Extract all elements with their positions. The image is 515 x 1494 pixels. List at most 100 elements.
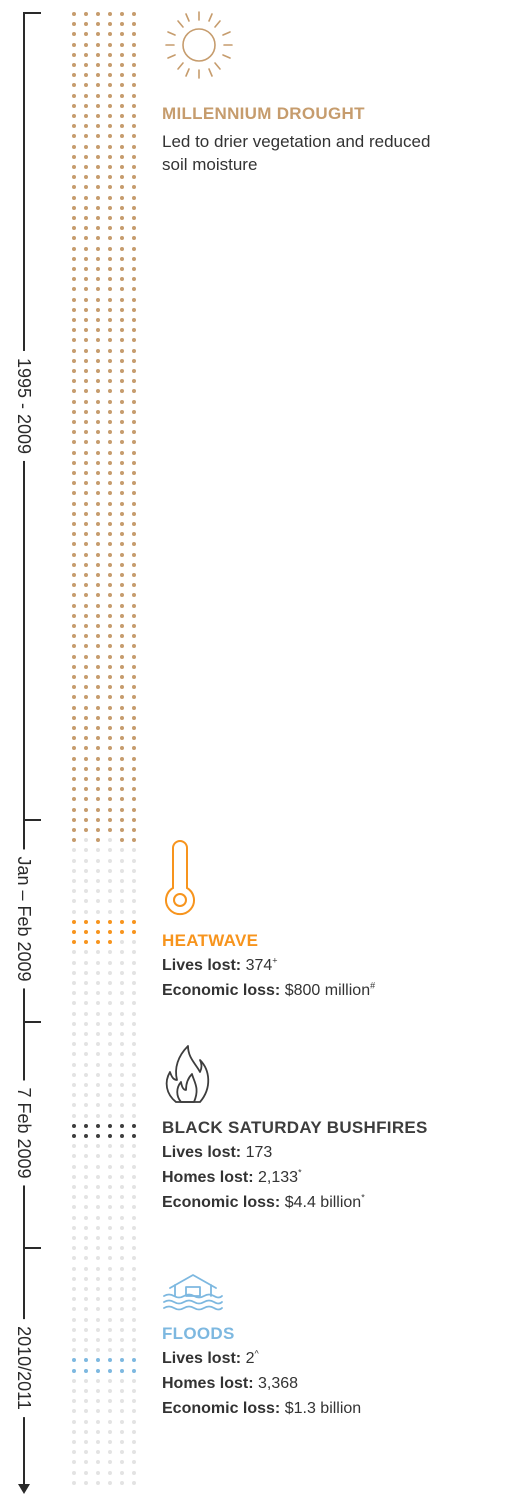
grid-dot (132, 103, 136, 108)
grid-dot (132, 1429, 136, 1434)
grid-dot (108, 1266, 112, 1271)
grid-dot (120, 501, 124, 506)
grid-dot (120, 950, 124, 955)
grid-dot (84, 756, 88, 761)
grid-dot (120, 1154, 124, 1159)
grid-dot (96, 318, 100, 322)
grid-dot (132, 277, 136, 282)
stat-value: 3,368 (258, 1375, 299, 1392)
grid-dot (84, 1429, 88, 1434)
grid-dot (132, 695, 136, 700)
grid-dot (84, 787, 88, 792)
grid-dot (72, 379, 76, 384)
grid-dot (84, 1093, 88, 1098)
event-bushfires: BLACK SATURDAY BUSHFIRES Lives lost: 173… (162, 1042, 428, 1215)
grid-dot (132, 1001, 136, 1006)
grid-dot (96, 919, 100, 924)
grid-dot (72, 1327, 76, 1332)
grid-dot (132, 1103, 136, 1108)
grid-dot (132, 919, 136, 924)
grid-dot (108, 1317, 112, 1322)
grid-dot (108, 654, 112, 659)
grid-dot (120, 705, 124, 710)
grid-dot (120, 1123, 124, 1128)
flame-icon (165, 1045, 210, 1103)
grid-dot (132, 501, 136, 506)
grid-dot (120, 1062, 124, 1067)
grid-dot (96, 705, 100, 710)
grid-dot (120, 1103, 124, 1108)
grid-dot (96, 328, 100, 333)
grid-dot (108, 756, 112, 761)
grid-dot (84, 1409, 88, 1414)
grid-dot (72, 715, 76, 720)
grid-dot (72, 1062, 76, 1067)
grid-dot (72, 1072, 76, 1077)
grid-dot (96, 807, 100, 812)
grid-dot (84, 868, 88, 873)
grid-dot (108, 1174, 112, 1179)
grid-dot (84, 1450, 88, 1455)
grid-dot (84, 450, 88, 455)
grid-dot (84, 460, 88, 465)
grid-dot (96, 389, 100, 394)
grid-dot (84, 1256, 88, 1261)
grid-dot (72, 868, 76, 873)
grid-dot (84, 1327, 88, 1332)
grid-dot (84, 12, 88, 16)
grid-dot (108, 1276, 112, 1281)
grid-dot (84, 440, 88, 445)
grid-dot (84, 114, 88, 118)
event-title: HEATWAVE (162, 931, 259, 950)
grid-dot (84, 471, 88, 475)
grid-dot (132, 1480, 136, 1485)
grid-dot (108, 1348, 112, 1353)
grid-dot (120, 389, 124, 394)
grid-dot (72, 573, 76, 577)
grid-dot (120, 420, 124, 424)
grid-dot (120, 552, 124, 557)
grid-dot (84, 807, 88, 812)
grid-dot (72, 52, 76, 57)
grid-dot (120, 970, 124, 975)
grid-dot (108, 1205, 112, 1210)
grid-dot (120, 634, 124, 639)
grid-dot (72, 1307, 76, 1312)
grid-dot (72, 879, 76, 883)
grid-dot (132, 318, 136, 322)
grid-dot (132, 1378, 136, 1383)
grid-dot (84, 430, 88, 435)
grid-dot (96, 22, 100, 27)
grid-dot (96, 63, 100, 67)
stat-label: Lives lost: (162, 1144, 242, 1161)
grid-dot (84, 562, 88, 567)
grid-dot (108, 165, 112, 169)
grid-dot (132, 52, 136, 57)
grid-dot (96, 634, 100, 639)
grid-dot (120, 1083, 124, 1087)
grid-dot (72, 1256, 76, 1261)
grid-dot (72, 460, 76, 465)
grid-dot (132, 828, 136, 832)
grid-dot (96, 103, 100, 108)
grid-dot (96, 1011, 100, 1016)
stat-value: 2,133 (258, 1169, 299, 1186)
grid-dot (96, 603, 100, 608)
grid-dot (132, 930, 136, 934)
grid-dot (84, 1480, 88, 1485)
grid-dot (72, 1205, 76, 1210)
grid-dot (84, 165, 88, 169)
grid-dot (120, 1144, 124, 1149)
grid-dot (84, 328, 88, 333)
grid-dot (120, 1134, 124, 1138)
grid-dot (132, 369, 136, 373)
grid-dot (108, 848, 112, 853)
grid-dot (96, 1429, 100, 1434)
grid-dot (132, 83, 136, 88)
grid-dot (72, 644, 76, 649)
grid-dot (84, 103, 88, 108)
grid-dot (120, 909, 124, 914)
grid-dot (108, 1246, 112, 1251)
grid-dot (96, 756, 100, 761)
grid-dot (132, 1470, 136, 1475)
